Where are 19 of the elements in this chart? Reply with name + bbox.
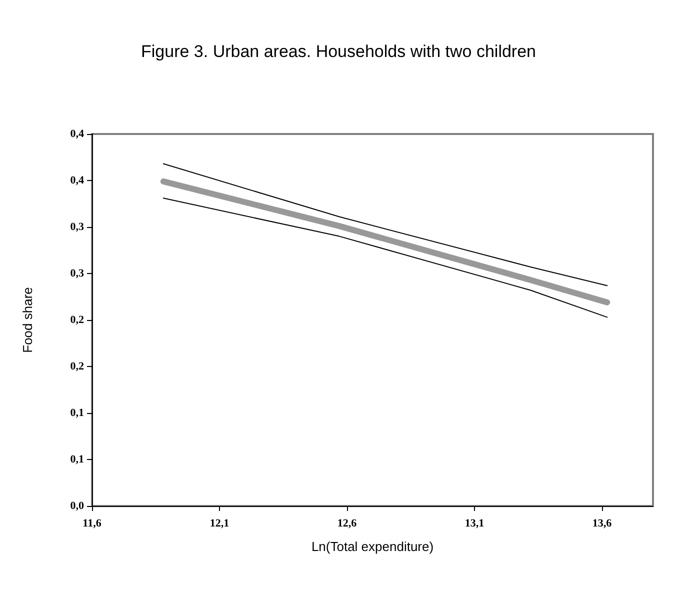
line-series bbox=[162, 163, 608, 286]
y-tick-label: 0,2 bbox=[70, 360, 84, 372]
y-tick-label: 0,4 bbox=[70, 128, 84, 140]
y-tick-label: 0,1 bbox=[70, 454, 84, 466]
x-axis-title: Ln(Total expenditure) bbox=[311, 539, 434, 554]
y-tick-label: 0,2 bbox=[70, 314, 84, 326]
y-tick-label: 0,3 bbox=[70, 221, 84, 233]
line-series bbox=[162, 198, 608, 318]
y-axis-title: Food share bbox=[20, 287, 35, 353]
x-tick-label: 12,6 bbox=[337, 518, 358, 530]
chart-title: Figure 3. Urban areas. Households with two children bbox=[141, 42, 536, 61]
x-tick-label: 13,6 bbox=[592, 518, 612, 530]
y-tick-label: 0,0 bbox=[70, 500, 84, 512]
y-tick-label: 0,4 bbox=[70, 174, 84, 186]
x-tick-label: 11,6 bbox=[82, 518, 102, 530]
x-tick-label: 13,1 bbox=[464, 518, 484, 530]
y-tick-label: 0,3 bbox=[70, 268, 84, 280]
y-tick-label: 0,1 bbox=[70, 407, 84, 419]
x-tick-label: 12,1 bbox=[210, 518, 230, 530]
